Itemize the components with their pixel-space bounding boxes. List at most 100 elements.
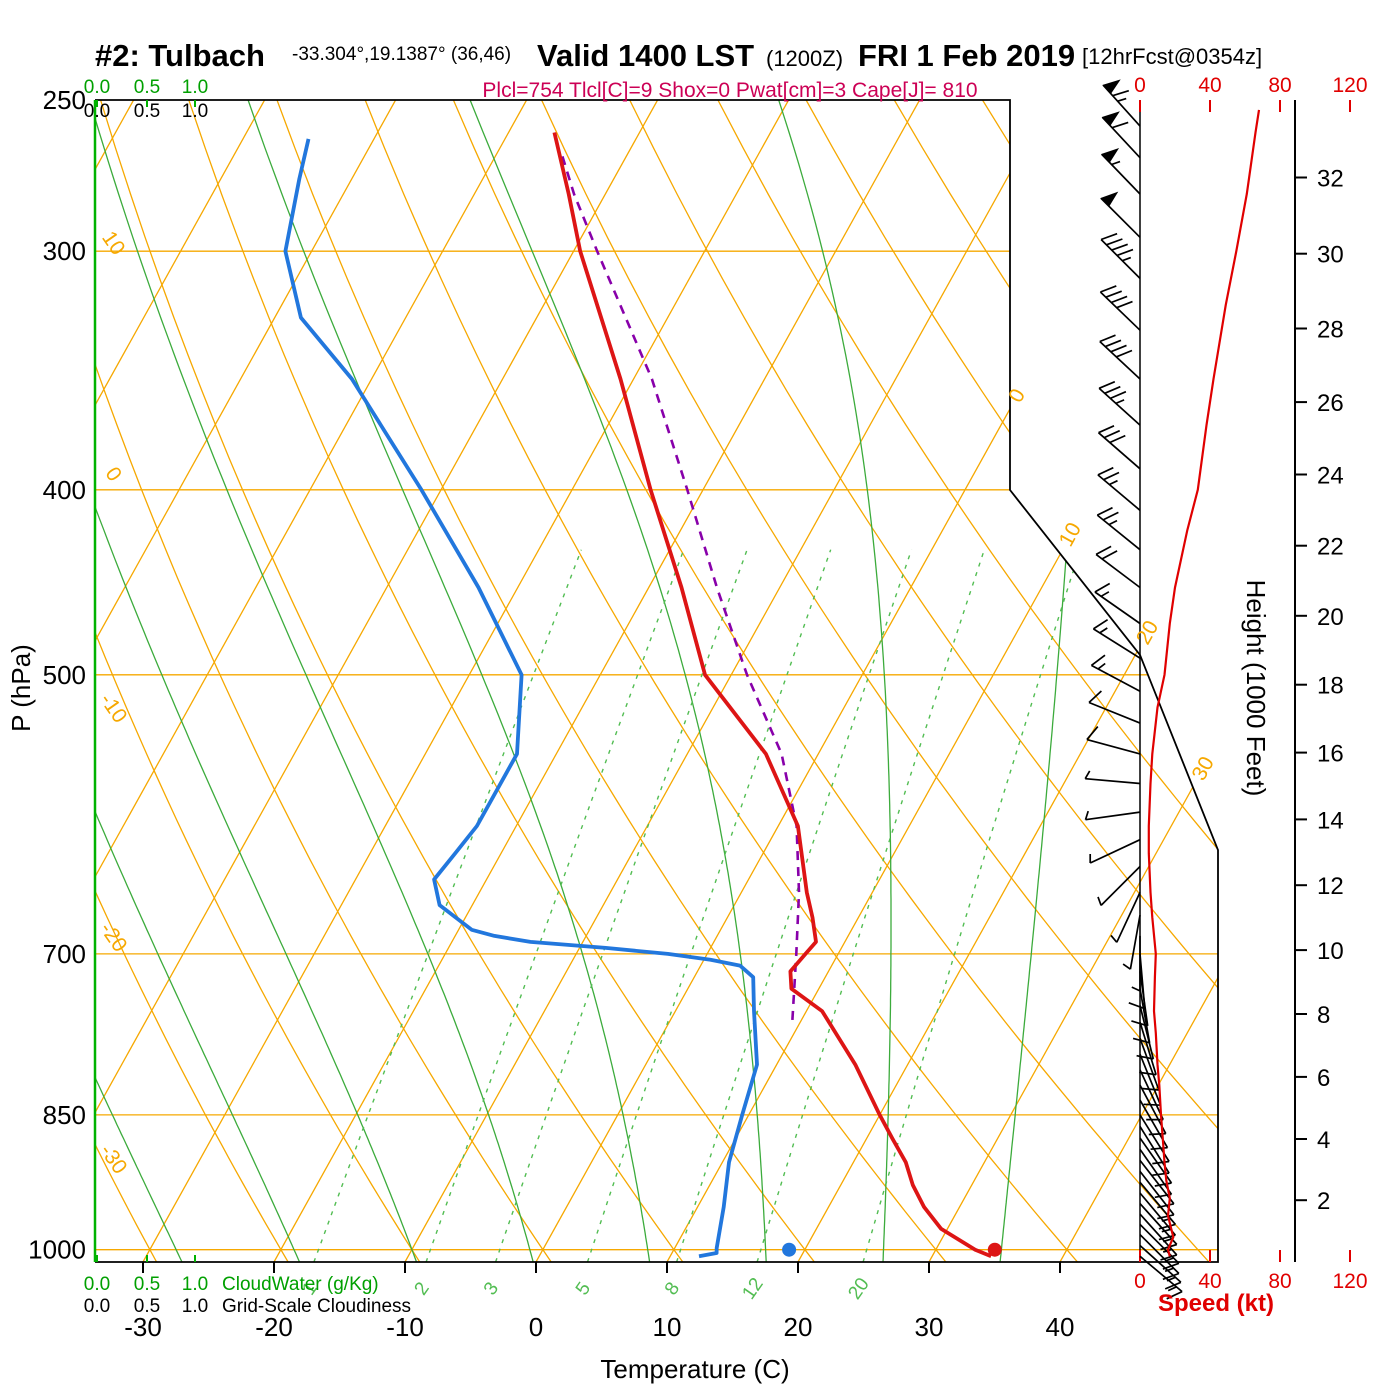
skewt-lattice: [95, 100, 1218, 1262]
dry-adiabat-line: [95, 100, 158, 1262]
temperature-axis-label: Temperature (C): [600, 1354, 789, 1384]
height-tick-label: 18: [1317, 673, 1344, 700]
dry-adiabat-line: [717, 100, 1218, 1262]
wind-barb: [1139, 1053, 1162, 1107]
temp-tick-label: 20: [784, 1312, 813, 1342]
temp-tick-label: -30: [124, 1312, 162, 1342]
temp-tick-label: 10: [653, 1312, 682, 1342]
surface-dewpoint-dot: [782, 1242, 797, 1257]
cloudiness-tick-bottom: 0.0: [84, 1296, 110, 1317]
wind-barb: [1086, 726, 1141, 755]
wind-barb: [1097, 425, 1141, 470]
plot-border: [95, 99, 1219, 1263]
isotherm-line: [404, 100, 1052, 1262]
dry-adiabat-label: 10: [97, 227, 129, 259]
speed-tick-label-top: 80: [1268, 74, 1291, 97]
wind-barb: [1139, 1038, 1160, 1091]
cloudwater-label: CloudWater (g/Kg): [222, 1274, 379, 1295]
valid-date: FRI 1 Feb 2019: [858, 38, 1075, 73]
height-tick-label: 12: [1317, 873, 1344, 900]
isotherm-line: [95, 100, 659, 1262]
height-tick-label: 4: [1317, 1127, 1330, 1154]
wind-barb: [1099, 285, 1141, 331]
moist-adiabat-line: [247, 100, 651, 1262]
moist-adiabat-line: [95, 100, 534, 1262]
mixing-ratio-line: [675, 549, 913, 1262]
temp-tick-label: -20: [255, 1312, 293, 1342]
wind-barb-flag: [1100, 191, 1119, 207]
wind-barb: [1084, 770, 1141, 785]
pressure-tick-label: 250: [43, 85, 86, 115]
mixing-ratio-label: 8: [661, 1278, 684, 1299]
dry-adiabat-line: [95, 100, 552, 1262]
speed-tick-label-top: 40: [1198, 74, 1221, 97]
height-tick-label: 10: [1317, 938, 1344, 965]
height-tick-label: 8: [1317, 1002, 1330, 1029]
isotherm-line: [95, 100, 397, 1262]
temp-tick-label: 30: [915, 1312, 944, 1342]
wind-barb: [1139, 1159, 1175, 1209]
cloudwater-tick-top: 0.0: [84, 77, 110, 98]
height-tick-label: 2: [1317, 1188, 1330, 1215]
isotherm-line: [928, 100, 1218, 1262]
speed-tick-label-bottom: 80: [1268, 1270, 1291, 1293]
dry-adiabat-line: [629, 100, 1218, 1262]
wind-barb: [1098, 380, 1141, 426]
pressure-tick-label: 700: [43, 939, 86, 969]
mixing-ratio-label: 3: [480, 1278, 503, 1299]
isotherm-line: [1059, 100, 1218, 1262]
mixing-ratio-label: 20: [844, 1274, 873, 1303]
height-tick-label: 20: [1317, 604, 1344, 631]
wind-barb: [1096, 506, 1141, 551]
height-tick-label: 14: [1317, 807, 1344, 834]
wind-barb-flag: [1101, 111, 1120, 127]
wind-barb: [1097, 466, 1141, 511]
isotherm-label: 10: [1055, 519, 1086, 551]
wind-barb: [1089, 838, 1141, 864]
stability-indices: Plcl=754 Tlcl[C]=9 Shox=0 Pwat[cm]=3 Cap…: [482, 79, 977, 102]
isotherm-label: 0: [1004, 385, 1030, 406]
speed-axis-label: Speed (kt): [1158, 1290, 1274, 1317]
wind-barb: [1132, 988, 1151, 1044]
height-tick-label: 24: [1317, 463, 1344, 490]
wind-barb: [1088, 690, 1141, 724]
moist-adiabat-line: [95, 100, 301, 1262]
cloudiness-label: Grid-Scale Cloudiness: [222, 1296, 411, 1317]
wind-barb-column: [782, 79, 1183, 1300]
height-tick-label: 22: [1317, 534, 1344, 561]
wind-barb: [1095, 545, 1141, 589]
mixing-ratio-label: 2: [411, 1278, 434, 1299]
speed-tick-label-top: 120: [1332, 74, 1367, 97]
temp-tick-label: 0: [529, 1312, 543, 1342]
isotherm-line: [95, 100, 266, 1262]
isotherm-line: [142, 100, 790, 1262]
speed-tick-label-top: 0: [1134, 74, 1146, 97]
dry-adiabat-label: -10: [95, 689, 131, 727]
temp-tick-label: -10: [386, 1312, 424, 1342]
mixing-ratio-label: 12: [738, 1274, 767, 1303]
wind-barb: [1110, 892, 1141, 943]
station-title: #2: Tulbach: [95, 38, 265, 73]
mixing-ratio-line: [313, 549, 582, 1262]
moist-adiabat-line: [999, 100, 1084, 1262]
dry-adiabat-line: [364, 100, 1078, 1262]
cloudwater-tick-top: 0.5: [134, 77, 160, 98]
moist-adiabat-line: [469, 100, 767, 1262]
wind-barb: [1139, 1244, 1182, 1290]
moist-adiabat-line: [95, 100, 418, 1262]
dry-adiabat-label: -30: [95, 1140, 131, 1178]
speed-tick-label-bottom: 120: [1332, 1270, 1367, 1293]
height-tick-label: 6: [1317, 1065, 1330, 1092]
wind-speed-profile-line: [1147, 109, 1261, 1257]
temp-tick-label: 40: [1046, 1312, 1075, 1342]
isotherm-label: 30: [1187, 753, 1218, 785]
dry-adiabat-line: [541, 100, 1218, 1262]
cloudwater-tick-bottom: 0.0: [84, 1274, 110, 1295]
speed-tick-label-bottom: 0: [1134, 1270, 1146, 1293]
mixing-ratio-label: 5: [572, 1278, 595, 1299]
pressure-tick-label: 850: [43, 1100, 86, 1130]
surface-temperature-dot: [987, 1242, 1002, 1257]
wind-barb: [1100, 232, 1141, 280]
mixing-ratio-line: [862, 549, 1081, 1262]
